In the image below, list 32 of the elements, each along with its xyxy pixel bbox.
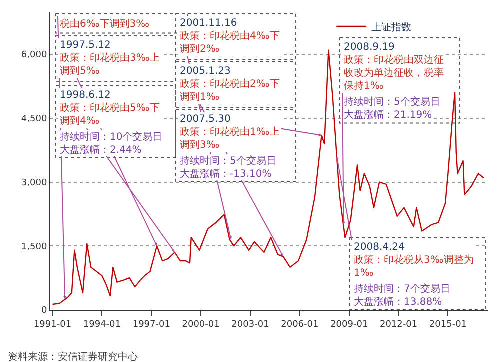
annotation: 持续时间：5个交易日	[180, 155, 276, 167]
x-tick-label: 2012-01	[380, 320, 418, 330]
x-tick-label: 2009-01	[330, 320, 368, 330]
x-tick-label: 1994-01	[83, 320, 122, 330]
annotation: 1997.5.12 政策：印花税由3‰上调到5‰	[60, 40, 160, 77]
annotation: 2005.1.23 政策：印花税由2‰下调到1‰	[180, 66, 280, 103]
x-tick-label: 2003-01	[232, 320, 270, 330]
annotation: 持续时间：10个交易日	[60, 131, 163, 143]
y-tick-label: 4,500	[21, 114, 48, 125]
y-tick-label: 1,500	[21, 242, 48, 252]
annotation: 大盘涨幅：13.88%	[354, 296, 442, 308]
annotation: 2001.11.16 政策：印花税由4‰下调到2‰	[180, 18, 280, 55]
annotation: 2007.5.30 政策：印花税由1‰上调到3‰	[180, 114, 280, 151]
annotation: 大盘涨幅：21.19%	[344, 109, 432, 121]
annotation: 持续时间：5个交易日	[344, 96, 440, 108]
x-tick-label: 2015-01	[429, 320, 468, 330]
annotation: 大盘涨幅：-13.10%	[180, 168, 272, 180]
x-tick-label: 2000-01	[182, 320, 220, 330]
x-tick-label: 2006-01	[281, 320, 319, 330]
legend-label: 上证指数	[372, 21, 412, 34]
annotation: 大盘涨幅：2.44%	[60, 144, 142, 156]
x-tick-label: 1991-01	[34, 320, 72, 330]
text: 资料来源：安信证券研究中心	[8, 351, 138, 362]
y-tick-label: 0	[41, 306, 48, 316]
y-tick-label: 3,000	[21, 178, 48, 188]
y-tick-label: 6,000	[21, 50, 48, 61]
annotation: 持续时间：7个交易日	[354, 283, 450, 295]
annotation: 2008.4.24 政策：印花税从3‰调整为1‰	[354, 242, 474, 279]
annotation: 1998.6.12 政策：印花税由5‰下调到4‰	[60, 90, 160, 127]
annotation: 2008.9.19 政策：印花税由双边征收改为单边征收，税率保持1‰	[344, 42, 444, 92]
x-tick-label: 1997-01	[132, 320, 170, 330]
annotation: 税由6‰下调到3‰	[60, 18, 150, 30]
